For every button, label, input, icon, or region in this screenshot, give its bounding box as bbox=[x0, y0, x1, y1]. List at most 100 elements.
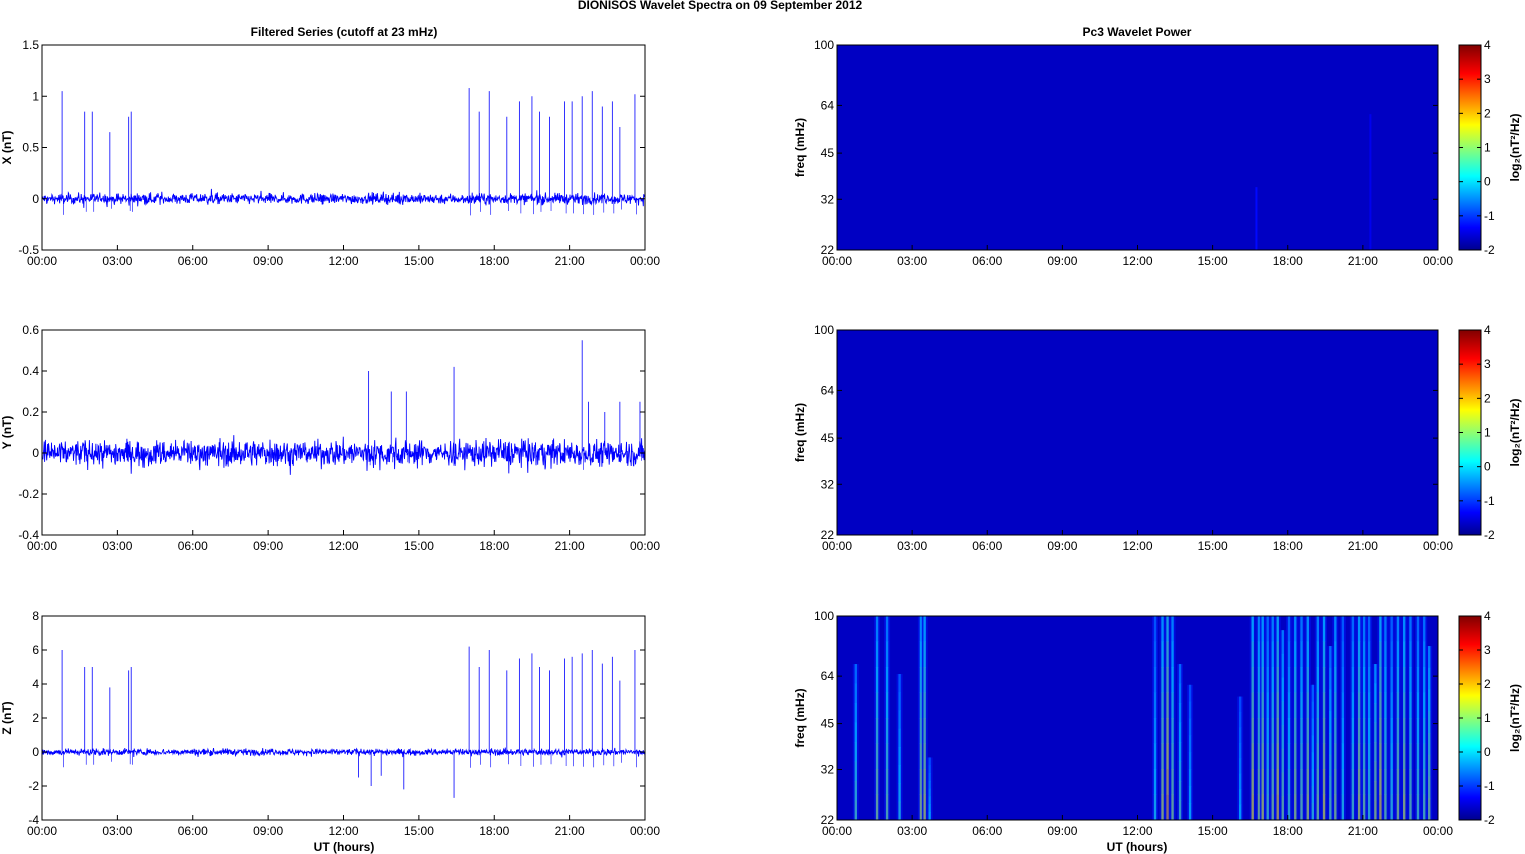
power-stripe bbox=[1300, 718, 1303, 744]
power-stripe bbox=[1316, 794, 1319, 821]
power-stripe bbox=[1341, 769, 1345, 795]
y-tick-label: 6 bbox=[32, 643, 39, 657]
power-stripe bbox=[1423, 616, 1426, 642]
power-stripe bbox=[1161, 769, 1164, 795]
power-stripe bbox=[1357, 641, 1361, 668]
power-stripe bbox=[1329, 733, 1332, 756]
plot-area bbox=[42, 616, 645, 820]
colorbar-tick-label: -1 bbox=[1484, 209, 1495, 223]
power-stripe bbox=[919, 718, 923, 744]
power-stripe bbox=[1357, 692, 1361, 719]
power-stripe-halo bbox=[1414, 616, 1421, 820]
power-stripe bbox=[1306, 641, 1309, 668]
colorbar-tick-label: -1 bbox=[1484, 494, 1495, 508]
power-stripe bbox=[1171, 718, 1174, 744]
power-stripe bbox=[1188, 803, 1192, 821]
colorbar-tick-label: -2 bbox=[1484, 528, 1495, 542]
x-tick-label: 06:00 bbox=[972, 824, 1002, 838]
power-stripe bbox=[1428, 689, 1431, 712]
power-stripe bbox=[854, 800, 857, 821]
power-stripe bbox=[1396, 794, 1400, 821]
power-stripe bbox=[928, 780, 931, 790]
power-stripe-halo bbox=[1279, 630, 1286, 820]
colorbar-tick-label: -2 bbox=[1484, 243, 1495, 257]
power-stripe-halo bbox=[1152, 616, 1159, 820]
power-stripe bbox=[1294, 794, 1297, 821]
y-tick-label: 45 bbox=[821, 146, 835, 160]
x-tick-label: 00:00 bbox=[822, 254, 852, 268]
power-stripe bbox=[854, 781, 857, 802]
power-stripe bbox=[919, 692, 923, 719]
power-stripe bbox=[1178, 703, 1182, 724]
power-stripe bbox=[1294, 641, 1297, 668]
power-stripe bbox=[1238, 711, 1242, 728]
power-stripe bbox=[1316, 769, 1319, 795]
power-stripe bbox=[923, 718, 926, 744]
power-stripe bbox=[1341, 667, 1345, 693]
left-title: Filtered Series (cutoff at 23 mHz) bbox=[251, 25, 438, 39]
power-feature bbox=[1369, 114, 1372, 250]
power-stripe bbox=[1409, 794, 1412, 821]
power-stripe bbox=[1271, 769, 1274, 795]
power-stripe bbox=[1329, 754, 1332, 778]
y-tick-label: -2 bbox=[28, 779, 39, 793]
power-stripe bbox=[1374, 722, 1377, 743]
x-tick-label: 06:00 bbox=[972, 539, 1002, 553]
colorbar-tick-label: 0 bbox=[1484, 460, 1491, 474]
power-stripe bbox=[1281, 630, 1284, 655]
power-stripe bbox=[1281, 653, 1284, 679]
power-stripe bbox=[919, 641, 923, 668]
power-stripe bbox=[1390, 692, 1393, 719]
power-stripe bbox=[854, 683, 857, 704]
power-stripe bbox=[1384, 718, 1387, 744]
power-stripe bbox=[898, 674, 901, 693]
power-stripe bbox=[875, 641, 879, 668]
power-stripe bbox=[1322, 667, 1326, 693]
power-stripe-halo bbox=[1372, 664, 1379, 820]
power-stripe bbox=[1428, 711, 1431, 734]
power-stripe bbox=[1396, 769, 1400, 795]
power-stripe-halo bbox=[1401, 616, 1408, 820]
power-stripe bbox=[1261, 794, 1264, 821]
power-stripe-halo bbox=[896, 674, 903, 820]
power-stripe-halo bbox=[1421, 616, 1428, 820]
x-tick-label: 21:00 bbox=[1348, 254, 1378, 268]
power-stripe bbox=[1351, 718, 1355, 744]
y-tick-label: 100 bbox=[814, 609, 834, 623]
power-stripe bbox=[1416, 769, 1420, 795]
plot-area bbox=[42, 45, 645, 250]
noise-trace bbox=[42, 435, 645, 475]
power-stripe bbox=[1294, 667, 1297, 693]
power-stripe bbox=[1251, 667, 1254, 693]
power-stripe bbox=[1423, 769, 1426, 795]
x-tick-label: 06:00 bbox=[178, 824, 208, 838]
x-tick-label: 00:00 bbox=[630, 824, 660, 838]
power-stripe bbox=[1161, 667, 1164, 693]
power-stripe bbox=[1351, 743, 1355, 770]
power-stripe bbox=[1188, 684, 1192, 703]
y-tick-label: 0 bbox=[32, 745, 39, 759]
power-stripe-halo bbox=[874, 616, 881, 820]
noise-trace bbox=[42, 188, 645, 208]
power-stripe bbox=[1334, 641, 1337, 668]
x-tick-label: 00:00 bbox=[630, 539, 660, 553]
power-stripe-halo bbox=[1255, 616, 1262, 820]
power-stripe bbox=[1362, 743, 1366, 770]
power-stripe bbox=[1257, 616, 1261, 642]
x-tick-label: 09:00 bbox=[1047, 539, 1077, 553]
power-stripe bbox=[1271, 794, 1274, 821]
x-tick-label: 12:00 bbox=[328, 254, 358, 268]
power-stripe bbox=[1188, 786, 1192, 804]
colorbar-label: log₂(nT²/Hz) bbox=[1508, 684, 1522, 752]
power-stripe bbox=[1351, 794, 1355, 821]
power-stripe bbox=[923, 794, 926, 821]
power-stripe bbox=[1423, 667, 1426, 693]
power-stripe bbox=[1362, 641, 1366, 668]
power-stripe bbox=[923, 667, 926, 693]
power-stripe bbox=[1379, 769, 1382, 795]
power-stripe bbox=[1367, 769, 1371, 795]
power-stripe bbox=[1311, 752, 1314, 770]
